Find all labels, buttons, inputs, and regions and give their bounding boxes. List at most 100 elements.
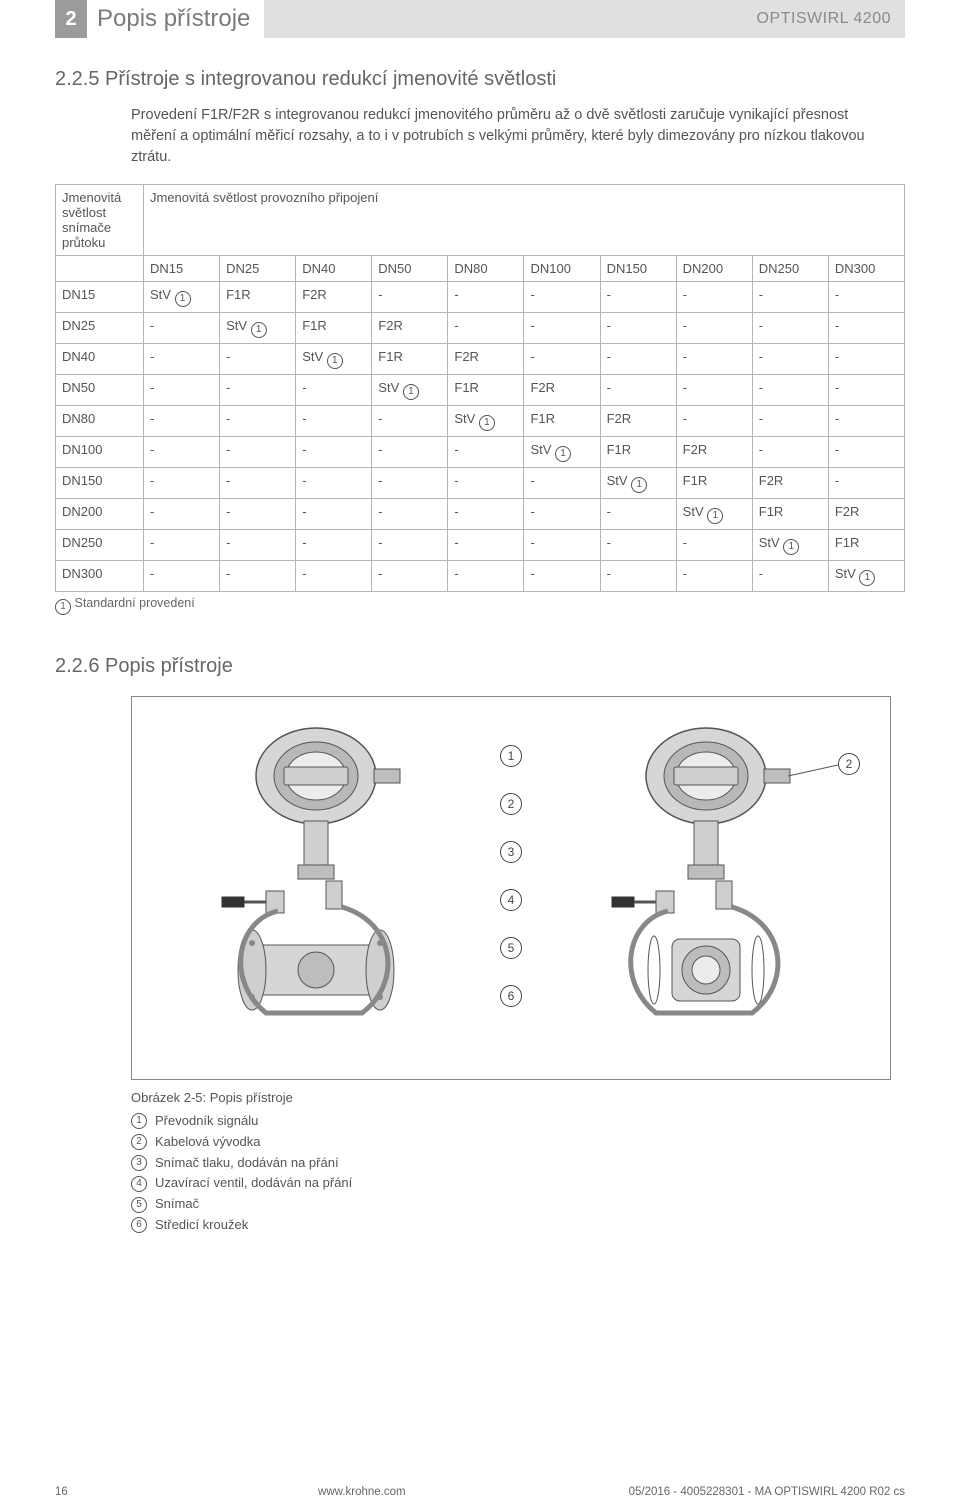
device-sandwich: 2	[556, 721, 856, 1061]
table-cell: -	[220, 375, 296, 406]
table-cell: F2R	[296, 282, 372, 313]
table-cell: F1R	[828, 530, 904, 561]
table-cell: F1R	[600, 437, 676, 468]
table-cell: -	[676, 282, 752, 313]
table-cell: F1R	[752, 499, 828, 530]
table-cell: F1R	[372, 344, 448, 375]
table-row-label: DN100	[56, 437, 144, 468]
callout-number: 4	[500, 889, 522, 911]
table-cell: -	[752, 344, 828, 375]
table-cell: StV 1	[676, 499, 752, 530]
table-row-label: DN300	[56, 561, 144, 592]
table-cell: -	[676, 344, 752, 375]
table-cell: -	[296, 561, 372, 592]
table-cell: F2R	[676, 437, 752, 468]
callout-2-right: 2	[838, 753, 860, 775]
footer-doc-id: 05/2016 - 4005228301 - MA OPTISWIRL 4200…	[629, 1486, 905, 1498]
callout-number: 2	[500, 793, 522, 815]
table-cell: -	[752, 561, 828, 592]
table-cell: -	[220, 499, 296, 530]
callout-number: 3	[500, 841, 522, 863]
table-cell: -	[144, 344, 220, 375]
table-cell: -	[448, 468, 524, 499]
legend-marker: 1	[131, 1113, 147, 1129]
table-cell: StV 1	[752, 530, 828, 561]
table-cell: -	[600, 344, 676, 375]
table-cell: StV 1	[144, 282, 220, 313]
table-cell: -	[144, 530, 220, 561]
table-cell: -	[600, 282, 676, 313]
figure-legend: 1 Převodník signálu 2 Kabelová vývodka 3 Sním…	[131, 1111, 905, 1236]
circled-1: 1	[555, 446, 571, 462]
table-cell: StV 1	[600, 468, 676, 499]
table-cell: -	[372, 530, 448, 561]
subsection-225-paragraph: Provedení F1R/F2R s integrovanou redukcí…	[131, 105, 891, 168]
table-cell: -	[372, 437, 448, 468]
table-col-header: DN15	[144, 256, 220, 282]
legend-text: Převodník signálu	[155, 1111, 258, 1132]
table-cell: F2R	[372, 313, 448, 344]
table-cell: -	[372, 282, 448, 313]
table-cell: StV 1	[296, 344, 372, 375]
table-footnote: 1 Standardní provedení	[55, 596, 905, 615]
table-cell: F1R	[524, 406, 600, 437]
legend-marker: 5	[131, 1197, 147, 1213]
table-cell: -	[448, 313, 524, 344]
legend-row: 4 Uzavírací ventil, dodáván na přání	[131, 1173, 905, 1194]
page-footer: 16 www.krohne.com 05/2016 - 4005228301 -…	[55, 1485, 905, 1498]
table-cell: -	[828, 437, 904, 468]
legend-text: Uzavírací ventil, dodáván na přání	[155, 1173, 352, 1194]
device-flanged-svg	[166, 721, 466, 1061]
table-cell: F1R	[220, 282, 296, 313]
footnote-marker: 1	[55, 599, 71, 615]
section-number-box: 2	[55, 0, 87, 38]
table-cell: -	[828, 375, 904, 406]
table-cell: -	[524, 499, 600, 530]
legend-marker: 4	[131, 1176, 147, 1192]
table-cell: -	[524, 344, 600, 375]
table-cell: -	[220, 344, 296, 375]
table-cell: -	[524, 282, 600, 313]
legend-marker: 2	[131, 1134, 147, 1150]
table-cell: -	[828, 313, 904, 344]
table-cell: -	[524, 530, 600, 561]
circled-1: 1	[251, 322, 267, 338]
table-cell: -	[220, 468, 296, 499]
table-cell: -	[752, 437, 828, 468]
circled-1: 1	[859, 570, 875, 586]
legend-text: Snímač tlaku, dodáván na přání	[155, 1153, 339, 1174]
table-row-label: DN250	[56, 530, 144, 561]
table-row-header-label: Jmenovitá světlost snímače průtoku	[56, 185, 144, 256]
table-cell: -	[524, 313, 600, 344]
table-cell: F2R	[828, 499, 904, 530]
circled-1: 1	[175, 291, 191, 307]
device-sandwich-svg	[556, 721, 856, 1061]
table-cell: -	[600, 313, 676, 344]
table-cell: StV 1	[372, 375, 448, 406]
circled-1: 1	[707, 508, 723, 524]
legend-text: Kabelová vývodka	[155, 1132, 261, 1153]
table-col-header: DN25	[220, 256, 296, 282]
legend-row: 6Středicí kroužek	[131, 1215, 905, 1236]
table-row-label: DN25	[56, 313, 144, 344]
legend-marker: 3	[131, 1155, 147, 1171]
figure-center-callouts: 123456	[500, 745, 522, 1007]
table-cell: StV 1	[524, 437, 600, 468]
circled-1: 1	[327, 353, 343, 369]
table-cell: F1R	[448, 375, 524, 406]
callout-number: 1	[500, 745, 522, 767]
table-col-header: DN250	[752, 256, 828, 282]
page-header: 2 Popis přístroje OPTISWIRL 4200	[55, 0, 905, 38]
table-col-header: DN200	[676, 256, 752, 282]
table-cell: -	[524, 561, 600, 592]
table-cell: -	[220, 437, 296, 468]
circled-1: 1	[403, 384, 419, 400]
table-cell: -	[144, 313, 220, 344]
device-flanged	[166, 721, 466, 1061]
circled-1: 1	[479, 415, 495, 431]
table-cell: -	[448, 530, 524, 561]
table-cell: -	[372, 468, 448, 499]
table-cell: -	[752, 406, 828, 437]
table-row-label: DN150	[56, 468, 144, 499]
table-col-header: DN80	[448, 256, 524, 282]
